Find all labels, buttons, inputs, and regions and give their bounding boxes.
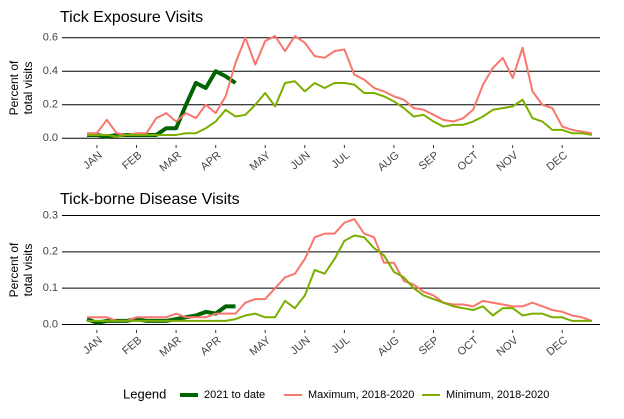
x-tick-label: MAR (157, 149, 183, 174)
y-tick-label: 0.6 (43, 32, 58, 44)
x-tick-label: OCT (455, 149, 481, 173)
legend-label: 2021 to date (204, 389, 265, 401)
y-axis-label: total visits (21, 62, 35, 115)
legend-label: Maximum, 2018-2020 (308, 389, 414, 401)
x-tick-label: SEP (417, 334, 442, 357)
chart-title: Tick-borne Disease Visits (60, 191, 240, 208)
x-tick-label: OCT (455, 334, 481, 358)
y-tick-label: 0.3 (43, 209, 58, 221)
series-line (87, 218, 593, 322)
x-tick-label: APR (198, 149, 223, 173)
x-tick-label: JUN (288, 149, 312, 172)
x-tick-label: NOV (495, 334, 521, 359)
y-tick-label: 0.2 (43, 246, 58, 258)
x-tick-label: JAN (81, 149, 105, 172)
x-tick-label: MAY (248, 149, 274, 173)
y-tick-label: 0.4 (43, 65, 58, 77)
y-tick-label: 0.0 (43, 132, 58, 144)
y-tick-label: 0.2 (43, 99, 58, 111)
x-tick-label: AUG (376, 149, 402, 174)
y-axis-label: Percent of (7, 60, 21, 115)
series-line (87, 234, 592, 322)
y-axis-label: total visits (21, 244, 35, 297)
x-tick-label: FEB (120, 334, 144, 357)
x-tick-label: AUG (376, 334, 402, 359)
y-tick-label: 0.1 (43, 282, 58, 294)
x-tick-label: JUL (329, 334, 352, 356)
x-tick-label: MAY (248, 334, 274, 358)
y-axis-label: Percent of (7, 242, 21, 297)
legend-label: Minimum, 2018-2020 (446, 389, 549, 401)
y-tick-label: 0.0 (43, 318, 58, 330)
x-tick-label: JUN (288, 334, 312, 357)
x-tick-label: SEP (417, 149, 442, 172)
x-tick-label: DEC (544, 149, 570, 173)
series-line (87, 69, 237, 139)
x-tick-label: JUL (329, 149, 352, 171)
x-tick-label: DEC (544, 334, 570, 358)
chart-title: Tick Exposure Visits (60, 9, 203, 26)
series-line (87, 80, 593, 138)
x-tick-label: MAR (157, 334, 183, 359)
x-tick-label: APR (198, 334, 223, 358)
series-line (87, 35, 593, 136)
legend-title: Legend (123, 386, 166, 401)
x-tick-label: FEB (120, 149, 144, 172)
x-tick-label: JAN (81, 334, 105, 357)
x-tick-label: NOV (495, 149, 521, 174)
